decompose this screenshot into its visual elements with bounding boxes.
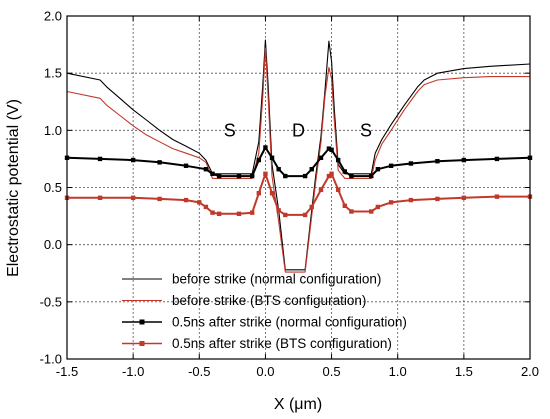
x-tick-label: 2.0 bbox=[521, 364, 539, 379]
series-point-3 bbox=[283, 173, 288, 179]
series-point-3 bbox=[250, 173, 255, 179]
region-label: D bbox=[292, 120, 305, 140]
series-point-4 bbox=[349, 209, 354, 214]
legend-label-2: before strike (BTS configuration) bbox=[172, 293, 366, 308]
series-point-3 bbox=[216, 173, 222, 179]
series-line-3 bbox=[66, 146, 531, 178]
series-point-3 bbox=[269, 155, 275, 160]
x-tick-label: 1.0 bbox=[389, 364, 407, 379]
x-tick-label: -1.0 bbox=[122, 364, 144, 379]
y-tick-label: 0.0 bbox=[44, 237, 62, 252]
series-point-4 bbox=[369, 209, 374, 214]
series-point-3 bbox=[203, 167, 209, 172]
series-point-3 bbox=[369, 173, 374, 179]
y-tick-label: 1.0 bbox=[44, 123, 62, 138]
series-point-3 bbox=[335, 157, 341, 163]
series-point-3 bbox=[157, 160, 162, 165]
series-point-4 bbox=[461, 195, 467, 200]
series-point-4 bbox=[435, 196, 440, 202]
series-point-3 bbox=[97, 156, 103, 162]
x-tick-label: 1.5 bbox=[455, 364, 473, 379]
y-tick-label: -1.0 bbox=[40, 352, 62, 367]
series-group bbox=[64, 39, 533, 273]
x-tick-label: 0.0 bbox=[256, 364, 274, 379]
series-point-4 bbox=[342, 203, 347, 208]
series-point-4 bbox=[335, 187, 341, 192]
series-point-4 bbox=[183, 197, 189, 203]
series-point-4 bbox=[256, 191, 262, 196]
series-point-4 bbox=[318, 187, 324, 192]
legend-marker-4 bbox=[139, 341, 145, 346]
series-point-4 bbox=[302, 212, 308, 218]
series-point-3 bbox=[494, 156, 500, 162]
series-point-4 bbox=[250, 210, 255, 215]
y-tick-label: 2.0 bbox=[44, 9, 62, 24]
series-point-3 bbox=[183, 163, 189, 168]
series-point-3 bbox=[302, 173, 308, 179]
series-point-4 bbox=[375, 204, 381, 210]
series-point-3 bbox=[388, 163, 394, 168]
series-point-4 bbox=[203, 204, 209, 210]
legend: before strike (normal configuration) befo… bbox=[122, 272, 407, 351]
grid bbox=[67, 16, 530, 359]
series-point-4 bbox=[276, 208, 281, 213]
series-point-3 bbox=[256, 157, 262, 163]
series-point-4 bbox=[157, 196, 162, 202]
region-label: S bbox=[224, 120, 236, 140]
series-point-4 bbox=[130, 195, 136, 200]
series-point-4 bbox=[210, 210, 215, 215]
series-line-1 bbox=[66, 39, 531, 271]
series-point-3 bbox=[326, 146, 332, 151]
series-point-4 bbox=[309, 204, 314, 210]
series-point-3 bbox=[329, 147, 334, 152]
x-axis-title: X (μm) bbox=[274, 396, 322, 413]
series-point-3 bbox=[349, 173, 354, 179]
series-point-4 bbox=[283, 212, 288, 218]
series-point-4 bbox=[97, 195, 103, 200]
series-point-3 bbox=[435, 159, 440, 164]
series-point-3 bbox=[375, 167, 381, 172]
legend-marker-3 bbox=[139, 319, 145, 325]
series-point-3 bbox=[461, 157, 467, 163]
series-point-3 bbox=[210, 171, 215, 176]
series-point-4 bbox=[329, 171, 334, 176]
series-point-3 bbox=[263, 145, 268, 150]
series-line-2 bbox=[66, 47, 530, 273]
x-tick-label: -1.5 bbox=[56, 364, 78, 379]
series-point-3 bbox=[276, 167, 281, 172]
series-point-4 bbox=[388, 200, 394, 205]
series-point-4 bbox=[494, 194, 500, 199]
series-point-4 bbox=[263, 171, 268, 176]
series-point-4 bbox=[197, 200, 202, 205]
series-point-4 bbox=[408, 197, 414, 203]
series-point-3 bbox=[408, 161, 414, 166]
series-point-3 bbox=[130, 157, 136, 163]
series-point-3 bbox=[342, 169, 347, 174]
series-line-4 bbox=[67, 172, 530, 216]
series-point-3 bbox=[309, 167, 314, 172]
series-point-3 bbox=[236, 173, 242, 179]
legend-label-3: 0.5ns after strike (normal configuration… bbox=[172, 315, 407, 330]
legend-label-4: 0.5ns after strike (BTS configuration) bbox=[172, 336, 392, 351]
series-point-3 bbox=[318, 155, 324, 160]
x-tick-label: 0.5 bbox=[323, 364, 341, 379]
x-tick-label: -0.5 bbox=[188, 364, 210, 379]
series-point-4 bbox=[269, 191, 275, 196]
y-axis-title: Electrostatic potential (V) bbox=[5, 99, 22, 277]
legend-label-1: before strike (normal configuration) bbox=[172, 272, 381, 287]
y-tick-label: 0.5 bbox=[44, 180, 62, 195]
y-tick-label: -0.5 bbox=[40, 294, 62, 309]
region-label: S bbox=[360, 120, 372, 140]
series-point-4 bbox=[236, 211, 242, 216]
series-point-4 bbox=[216, 211, 222, 216]
series-point-4 bbox=[326, 173, 332, 179]
ticks: -1.5 -1.0 -0.5 0.0 0.5 1.0 1.5 2.0-1.0-0.50.00.… bbox=[40, 9, 539, 380]
y-tick-label: 1.5 bbox=[44, 66, 62, 81]
